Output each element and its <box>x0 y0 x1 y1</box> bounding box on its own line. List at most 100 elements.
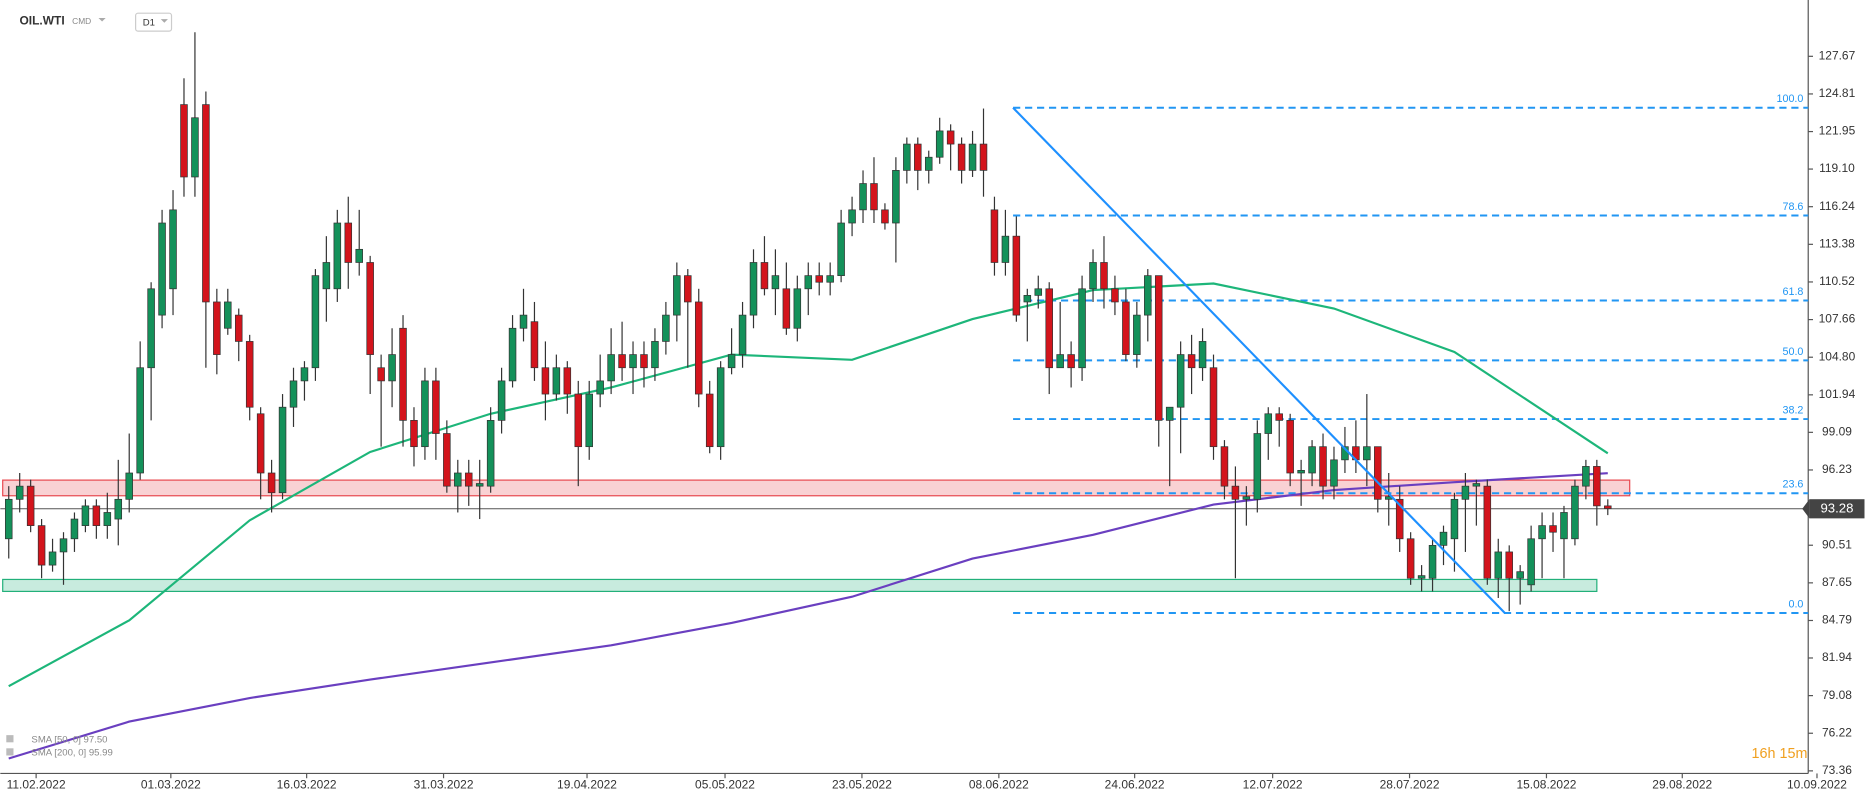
x-tick-label: 19.04.2022 <box>557 778 617 792</box>
trendline <box>1012 107 1506 614</box>
fib-label: 61.8 <box>1782 286 1803 298</box>
dropdown-icon[interactable] <box>160 19 168 23</box>
candle-body <box>245 341 254 408</box>
legend-entry: SMA [50, 0] 97.50 <box>31 734 107 745</box>
candle-body <box>234 314 243 342</box>
x-tick-label: 29.08.2022 <box>1652 778 1712 792</box>
candle-body <box>1593 466 1601 507</box>
candle-body <box>979 143 988 171</box>
candle-body <box>1056 354 1064 369</box>
candle-body <box>673 275 681 316</box>
dropdown-icon[interactable] <box>98 17 106 22</box>
y-tick-label: 73.36 <box>1822 763 1852 777</box>
candle-body <box>92 505 101 526</box>
fib-label: 78.6 <box>1782 201 1803 213</box>
candle-body <box>782 288 791 329</box>
candle-body <box>1089 262 1097 290</box>
candle-body <box>1483 485 1492 579</box>
y-tick-label: 81.94 <box>1822 650 1852 664</box>
legend-entry: SMA [200, 0] 95.99 <box>31 748 112 759</box>
candle-body <box>322 262 331 290</box>
candle-body <box>519 314 528 329</box>
candle-body <box>815 275 823 283</box>
candle-body <box>1319 446 1327 487</box>
y-tick-label: 96.23 <box>1822 462 1852 476</box>
candle-body <box>59 538 68 553</box>
legend-icon <box>6 748 14 756</box>
candle-body <box>1472 483 1481 487</box>
y-tick-label: 107.66 <box>1819 312 1856 326</box>
y-tick-label: 87.65 <box>1822 575 1852 589</box>
fib-label: 0.0 <box>1788 598 1803 610</box>
candle-body <box>1395 498 1404 540</box>
y-tick-label: 99.09 <box>1822 424 1852 438</box>
countdown: 16h 15m <box>1752 746 1808 762</box>
candle-body <box>1538 525 1546 540</box>
candle-body <box>311 275 320 369</box>
candle-body <box>1560 512 1568 540</box>
candle-body <box>202 104 210 303</box>
y-tick-label: 127.67 <box>1819 48 1856 62</box>
candle-body <box>946 130 955 145</box>
candle-body <box>771 275 780 290</box>
legend-icon <box>6 735 14 743</box>
sma-line <box>8 472 1608 760</box>
candle-body <box>1209 367 1218 448</box>
x-tick-label: 15.08.2022 <box>1517 778 1577 792</box>
candle-body <box>158 222 166 316</box>
candle-body <box>256 413 265 474</box>
interval[interactable]: D1 <box>143 17 155 28</box>
x-tick-label: 01.03.2022 <box>141 778 201 792</box>
candle-body <box>432 380 440 434</box>
candle-body <box>1067 354 1075 369</box>
candle-body <box>1461 485 1470 500</box>
y-tick-label: 121.95 <box>1819 124 1856 138</box>
candle-body <box>957 143 966 171</box>
candle-body <box>114 498 123 520</box>
x-tick-label: 16.03.2022 <box>277 778 337 792</box>
candle-body <box>1297 470 1305 474</box>
candle-body <box>1100 262 1108 290</box>
market: CMD <box>72 16 91 26</box>
candle-body <box>552 367 561 395</box>
candle-body <box>990 209 999 263</box>
symbol[interactable]: OIL.WTI <box>19 14 64 28</box>
candle-body <box>694 301 703 395</box>
candle-body <box>1374 446 1382 500</box>
candle-body <box>1604 505 1612 509</box>
candle-body <box>1045 288 1053 369</box>
candle-body <box>1527 538 1535 586</box>
candle-body <box>1034 288 1043 296</box>
candle-body <box>421 380 429 448</box>
fib-label: 100.0 <box>1776 93 1803 105</box>
x-tick-label: 12.07.2022 <box>1243 778 1303 792</box>
candle-body <box>344 222 353 263</box>
candle-body <box>1516 571 1524 579</box>
candle-body <box>443 433 451 487</box>
candle-body <box>70 518 79 540</box>
x-tick-label: 23.05.2022 <box>832 778 892 792</box>
x-tick-label: 24.06.2022 <box>1105 778 1165 792</box>
candle-body <box>749 262 758 316</box>
candle-body <box>224 301 232 329</box>
x-tick-label: 10.09.2022 <box>1787 778 1847 792</box>
candle-body <box>377 367 385 382</box>
candle-body <box>26 485 35 526</box>
candle-body <box>333 222 342 290</box>
candle-body <box>804 275 813 290</box>
fib-label: 50.0 <box>1782 346 1803 358</box>
x-tick-label: 08.06.2022 <box>969 778 1029 792</box>
candle-body <box>1494 551 1503 579</box>
candle-body <box>191 117 199 178</box>
candle-body <box>1231 485 1240 500</box>
candle-body <box>1549 525 1557 533</box>
candle-body <box>727 354 736 369</box>
candle-body <box>541 367 550 395</box>
candle-body <box>1187 354 1196 369</box>
candle-body <box>1176 354 1185 408</box>
candle-body <box>1133 314 1141 355</box>
candle-body <box>1505 551 1513 579</box>
candle-body <box>300 367 309 382</box>
interval-box[interactable] <box>135 12 173 32</box>
